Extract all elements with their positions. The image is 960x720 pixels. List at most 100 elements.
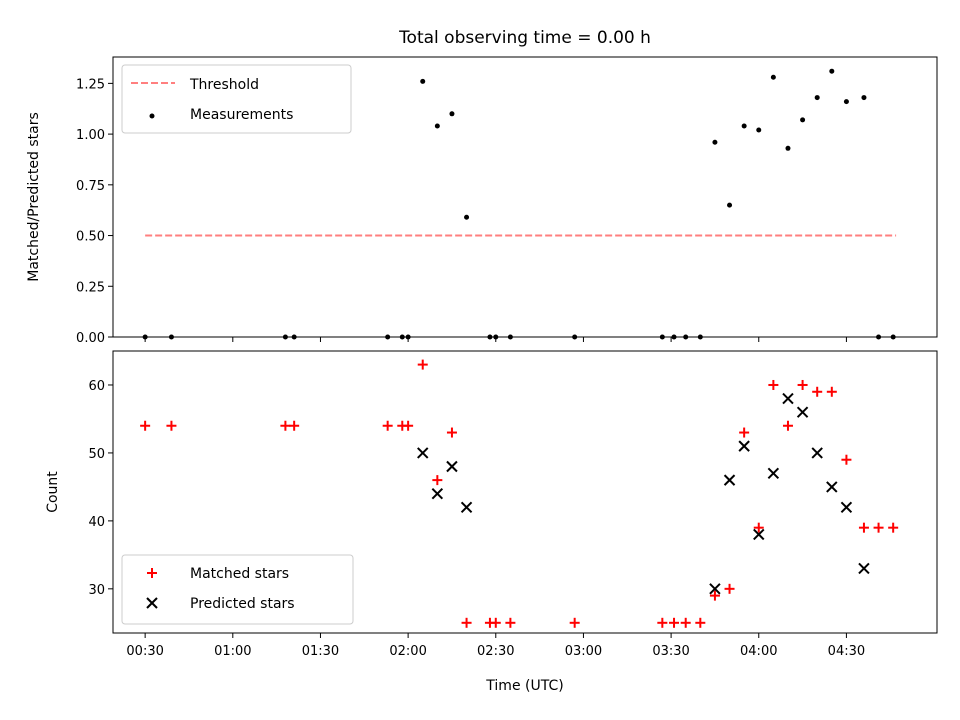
legend-predicted-swatch (146, 597, 158, 609)
measurement-point (399, 334, 405, 340)
measurement-point (659, 334, 665, 340)
predicted-star-point (782, 392, 794, 405)
predicted-star-point (446, 460, 458, 473)
measurement-point (385, 334, 391, 340)
bottom-y-axis-label: Count (45, 471, 61, 513)
predicted-star-point (431, 487, 444, 500)
chart-title: Total observing time = 0.00 h (398, 28, 651, 48)
matched-star-point (490, 617, 501, 628)
matched-star-point (739, 427, 750, 438)
bottom-x-tick-label: 04:00 (740, 644, 777, 659)
matched-star-point (826, 386, 837, 397)
measurement-point (756, 127, 762, 133)
matched-star-point (782, 420, 793, 431)
matched-star-point (841, 454, 852, 465)
matched-star-point (709, 590, 720, 601)
bottom-x-tick-label: 03:00 (565, 644, 602, 659)
legend-matched-swatch (147, 568, 157, 578)
measurement-point (843, 99, 849, 105)
top-y-tick-label: 0.50 (76, 230, 105, 245)
top-y-ticks: 0.00 0.25 0.50 0.75 1.00 1.25 (76, 77, 113, 346)
measurement-point (572, 334, 578, 340)
measurement-point (829, 68, 835, 74)
bottom-x-axis-label: Time (UTC) (485, 678, 563, 694)
predicted-star-point (417, 447, 429, 459)
top-y-tick-label: 0.25 (76, 280, 105, 295)
matched-star-point (461, 617, 472, 628)
top-legend-box (121, 64, 352, 134)
top-y-axis-label: Matched/Predicted stars (26, 112, 42, 282)
measurement-point (861, 95, 867, 101)
matched-star-point (680, 617, 691, 628)
measurement-point (449, 111, 455, 117)
matched-star-point (432, 475, 443, 486)
predicted-star-point (460, 501, 473, 513)
matched-star-point (382, 420, 393, 431)
top-y-tick-label: 0.75 (76, 179, 105, 194)
matched-star-point (657, 617, 668, 628)
predicted-star-point (858, 562, 870, 575)
measurement-point (671, 334, 677, 340)
measurement-point (434, 123, 440, 129)
measurement-point (800, 117, 806, 123)
legend-measurements-label: Measurements (190, 107, 293, 123)
matched-star-point (446, 427, 457, 438)
matched-star-point (724, 583, 735, 594)
measurement-point (683, 334, 689, 340)
bottom-x-tick-label: 02:00 (389, 644, 426, 659)
matched-star-point (695, 617, 706, 628)
measurement-point (727, 202, 733, 208)
matched-star-point (289, 420, 300, 431)
matched-star-point (669, 617, 680, 628)
bottom-x-tick-label: 00:30 (126, 644, 163, 659)
measurement-point (405, 334, 411, 340)
legend-predicted-label: Predicted stars (190, 596, 295, 612)
bottom-x-tick-label: 02:30 (477, 644, 514, 659)
predicted-star-point (709, 583, 721, 595)
bottom-y-tick-label: 50 (88, 447, 105, 462)
top-y-tick-label: 0.00 (76, 331, 105, 346)
measurement-point (493, 334, 499, 340)
predicted-star-point (840, 501, 853, 513)
matched-star-point (569, 617, 580, 628)
matched-star-point (858, 522, 869, 533)
matched-star-point (417, 359, 428, 370)
measurement-point (876, 334, 882, 340)
bottom-x-tick-label: 01:30 (302, 644, 339, 659)
matched-star-point (797, 379, 808, 390)
measurement-point (814, 95, 820, 101)
measurement-point (785, 145, 791, 151)
predicted-star-point (826, 481, 838, 493)
legend-threshold-label: Threshold (189, 77, 259, 93)
bottom-y-tick-label: 40 (88, 515, 105, 530)
measurement-point (168, 334, 174, 340)
bottom-x-tick-label: 03:30 (652, 644, 689, 659)
top-legend: Threshold Measurements (121, 64, 352, 134)
measurement-point (507, 334, 513, 340)
measurement-point (890, 334, 896, 340)
measurement-point (291, 334, 297, 340)
bottom-legend: Matched stars Predicted stars (121, 554, 354, 625)
bottom-legend-box (121, 554, 354, 625)
measurement-point (464, 214, 470, 220)
measurement-point (142, 334, 148, 340)
top-y-tick-label: 1.25 (76, 77, 105, 92)
matched-star-point (140, 420, 151, 431)
predicted-star-point (738, 440, 750, 452)
measurement-point (282, 334, 288, 340)
legend-measurements-swatch (149, 113, 155, 119)
measurement-point (770, 74, 776, 80)
bottom-x-ticks: 00:30 01:00 01:30 02:00 02:30 03:00 03:30 04:00… (126, 633, 865, 659)
measurement-point (697, 334, 703, 340)
matched-star-point (753, 522, 764, 533)
top-marks (142, 68, 897, 340)
matched-star-point (888, 522, 899, 533)
predicted-star-point (723, 474, 736, 486)
matched-star-point (166, 420, 177, 431)
predicted-star-point (811, 447, 823, 459)
matched-star-point (873, 522, 884, 533)
matched-star-point (768, 379, 779, 390)
predicted-star-point (767, 467, 780, 480)
